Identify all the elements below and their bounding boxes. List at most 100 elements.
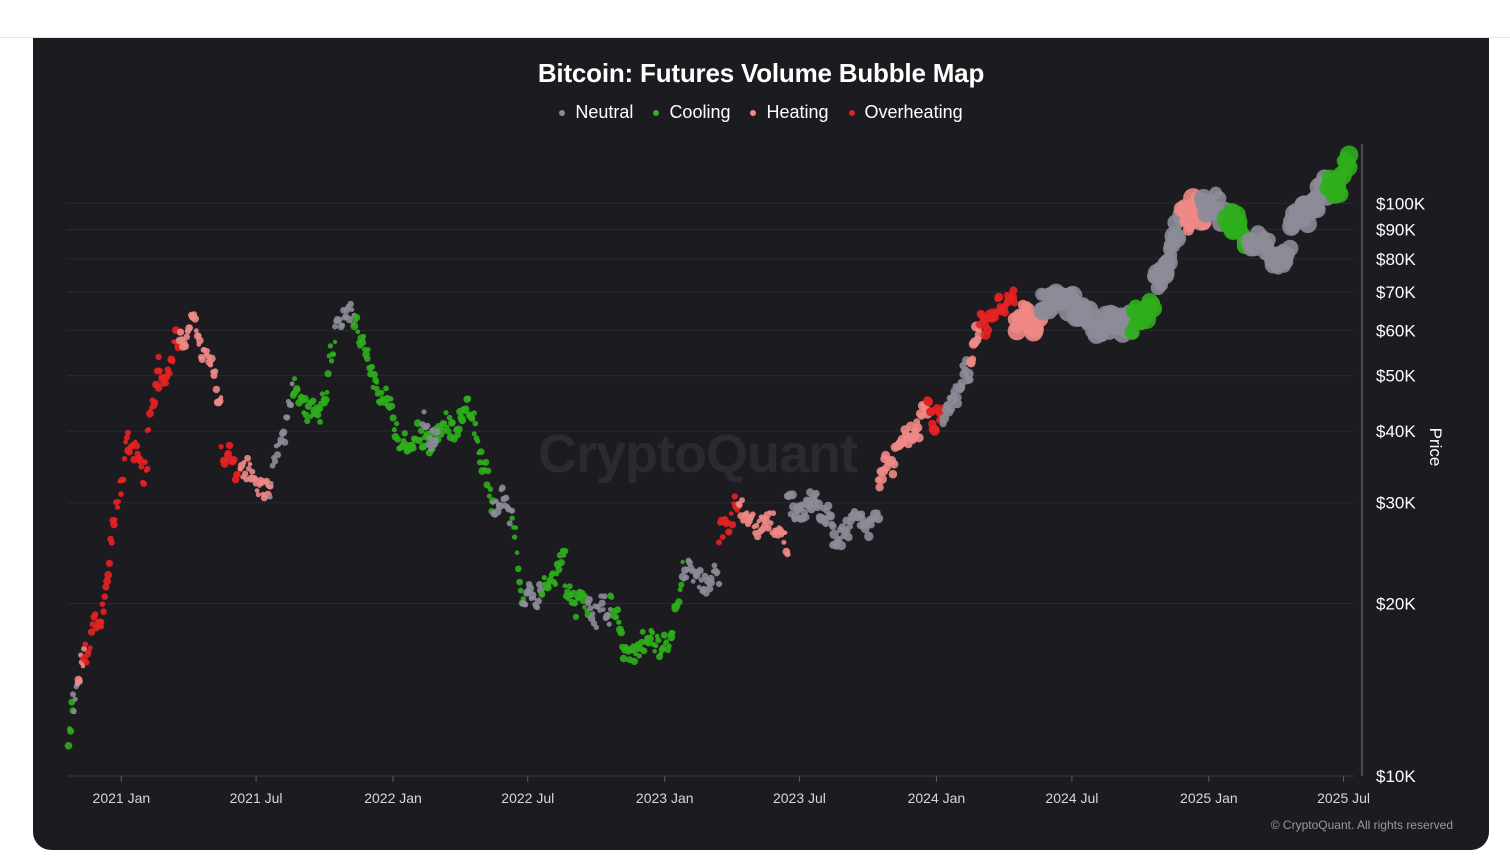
bubble-cooling[interactable]: [619, 654, 628, 663]
bubble-overheating[interactable]: [1009, 286, 1018, 295]
bubble-cooling[interactable]: [389, 414, 397, 422]
bubble-neutral[interactable]: [954, 393, 962, 401]
bubble-neutral[interactable]: [598, 599, 606, 607]
bubble-neutral[interactable]: [339, 322, 346, 329]
bubble-cooling[interactable]: [309, 397, 317, 405]
bubble-cooling[interactable]: [324, 390, 330, 395]
bubble-neutral[interactable]: [814, 499, 823, 509]
bubble-cooling[interactable]: [678, 581, 685, 588]
bubble-cooling[interactable]: [366, 347, 371, 352]
bubble-overheating[interactable]: [123, 434, 130, 441]
bubble-heating[interactable]: [212, 368, 219, 375]
bubble-overheating[interactable]: [994, 292, 1004, 302]
bubble-cooling[interactable]: [314, 411, 322, 419]
bubble-overheating[interactable]: [105, 559, 113, 568]
bubble-heating[interactable]: [736, 501, 743, 509]
bubble-cooling[interactable]: [442, 420, 448, 426]
bubble-heating[interactable]: [207, 362, 214, 368]
bubble-neutral[interactable]: [70, 691, 76, 698]
bubble-heating[interactable]: [765, 524, 772, 532]
bubble-neutral[interactable]: [71, 708, 77, 715]
bubble-neutral[interactable]: [1281, 239, 1299, 257]
bubble-neutral[interactable]: [433, 428, 441, 436]
bubble-neutral[interactable]: [337, 316, 343, 323]
bubble-cooling[interactable]: [561, 547, 569, 555]
bubble-cooling[interactable]: [472, 420, 479, 427]
bubble-overheating[interactable]: [156, 367, 163, 375]
bubble-neutral[interactable]: [716, 580, 723, 588]
bubble-overheating[interactable]: [103, 577, 111, 585]
bubble-neutral[interactable]: [824, 501, 833, 511]
bubble-cooling[interactable]: [484, 467, 492, 475]
bubble-cooling[interactable]: [370, 370, 378, 379]
bubble-heating[interactable]: [782, 530, 788, 536]
bubble-cooling[interactable]: [394, 436, 402, 443]
bubble-overheating[interactable]: [118, 491, 124, 497]
bubble-overheating[interactable]: [125, 429, 131, 436]
bubble-neutral[interactable]: [683, 574, 690, 581]
bubble-neutral[interactable]: [269, 462, 276, 469]
bubble-neutral[interactable]: [844, 533, 853, 542]
bubble-overheating[interactable]: [731, 493, 738, 500]
bubble-cooling[interactable]: [614, 606, 622, 614]
bubble-cooling[interactable]: [419, 442, 428, 451]
bubble-neutral[interactable]: [846, 523, 853, 530]
bubble-overheating[interactable]: [113, 517, 118, 522]
bubble-neutral[interactable]: [1167, 228, 1187, 248]
bubble-cooling[interactable]: [331, 351, 337, 357]
bubble-cooling[interactable]: [680, 559, 685, 565]
bubble-cooling[interactable]: [477, 448, 485, 456]
bubble-neutral[interactable]: [284, 414, 291, 421]
bubble-overheating[interactable]: [82, 641, 89, 647]
bubble-overheating[interactable]: [154, 384, 163, 392]
bubble-overheating[interactable]: [165, 369, 173, 377]
bubble-overheating[interactable]: [1000, 308, 1010, 317]
bubble-overheating[interactable]: [120, 476, 127, 483]
bubble-cooling[interactable]: [516, 578, 523, 586]
bubble-cooling[interactable]: [653, 643, 659, 649]
bubble-cooling[interactable]: [383, 385, 389, 392]
bubble-cooling[interactable]: [378, 389, 385, 396]
bubble-heating[interactable]: [251, 475, 258, 482]
bubble-heating[interactable]: [76, 678, 83, 685]
bubble-cooling[interactable]: [374, 380, 380, 385]
bubble-cooling[interactable]: [636, 653, 642, 659]
bubble-neutral[interactable]: [523, 602, 529, 608]
bubble-neutral[interactable]: [708, 579, 716, 587]
bubble-cooling[interactable]: [652, 648, 657, 654]
bubble-overheating[interactable]: [99, 601, 106, 607]
bubble-neutral[interactable]: [829, 522, 837, 531]
bubble-cooling[interactable]: [350, 322, 359, 331]
bubble-neutral[interactable]: [822, 520, 830, 528]
bubble-overheating[interactable]: [136, 456, 144, 465]
bubble-cooling[interactable]: [409, 444, 417, 452]
bubble-heating[interactable]: [207, 354, 216, 363]
bubble-cooling[interactable]: [572, 613, 580, 621]
bubble-neutral[interactable]: [812, 489, 820, 498]
legend-item-cooling[interactable]: Cooling: [653, 102, 730, 123]
bubble-cooling[interactable]: [450, 419, 456, 426]
bubble-cooling[interactable]: [353, 313, 361, 322]
bubble-cooling[interactable]: [562, 583, 568, 589]
bubble-cooling[interactable]: [321, 395, 330, 404]
bubble-neutral[interactable]: [1261, 232, 1276, 247]
bubble-cooling[interactable]: [355, 329, 361, 335]
legend-item-neutral[interactable]: Neutral: [559, 102, 633, 123]
bubble-cooling[interactable]: [391, 427, 397, 433]
bubble-overheating[interactable]: [924, 397, 934, 407]
bubble-overheating[interactable]: [102, 583, 110, 591]
bubble-cooling[interactable]: [515, 565, 522, 573]
bubble-neutral[interactable]: [952, 398, 962, 409]
bubble-cooling[interactable]: [613, 614, 620, 620]
bubble-cooling[interactable]: [649, 629, 655, 636]
bubble-neutral[interactable]: [864, 531, 874, 542]
bubble-cooling[interactable]: [582, 605, 587, 610]
bubble-cooling[interactable]: [475, 438, 481, 444]
bubble-overheating[interactable]: [108, 539, 115, 546]
bubble-overheating[interactable]: [121, 456, 128, 462]
bubble-neutral[interactable]: [690, 578, 696, 584]
bubble-overheating[interactable]: [87, 628, 96, 636]
bubble-overheating[interactable]: [83, 659, 90, 666]
bubble-cooling[interactable]: [454, 431, 462, 439]
bubble-heating[interactable]: [204, 348, 210, 354]
